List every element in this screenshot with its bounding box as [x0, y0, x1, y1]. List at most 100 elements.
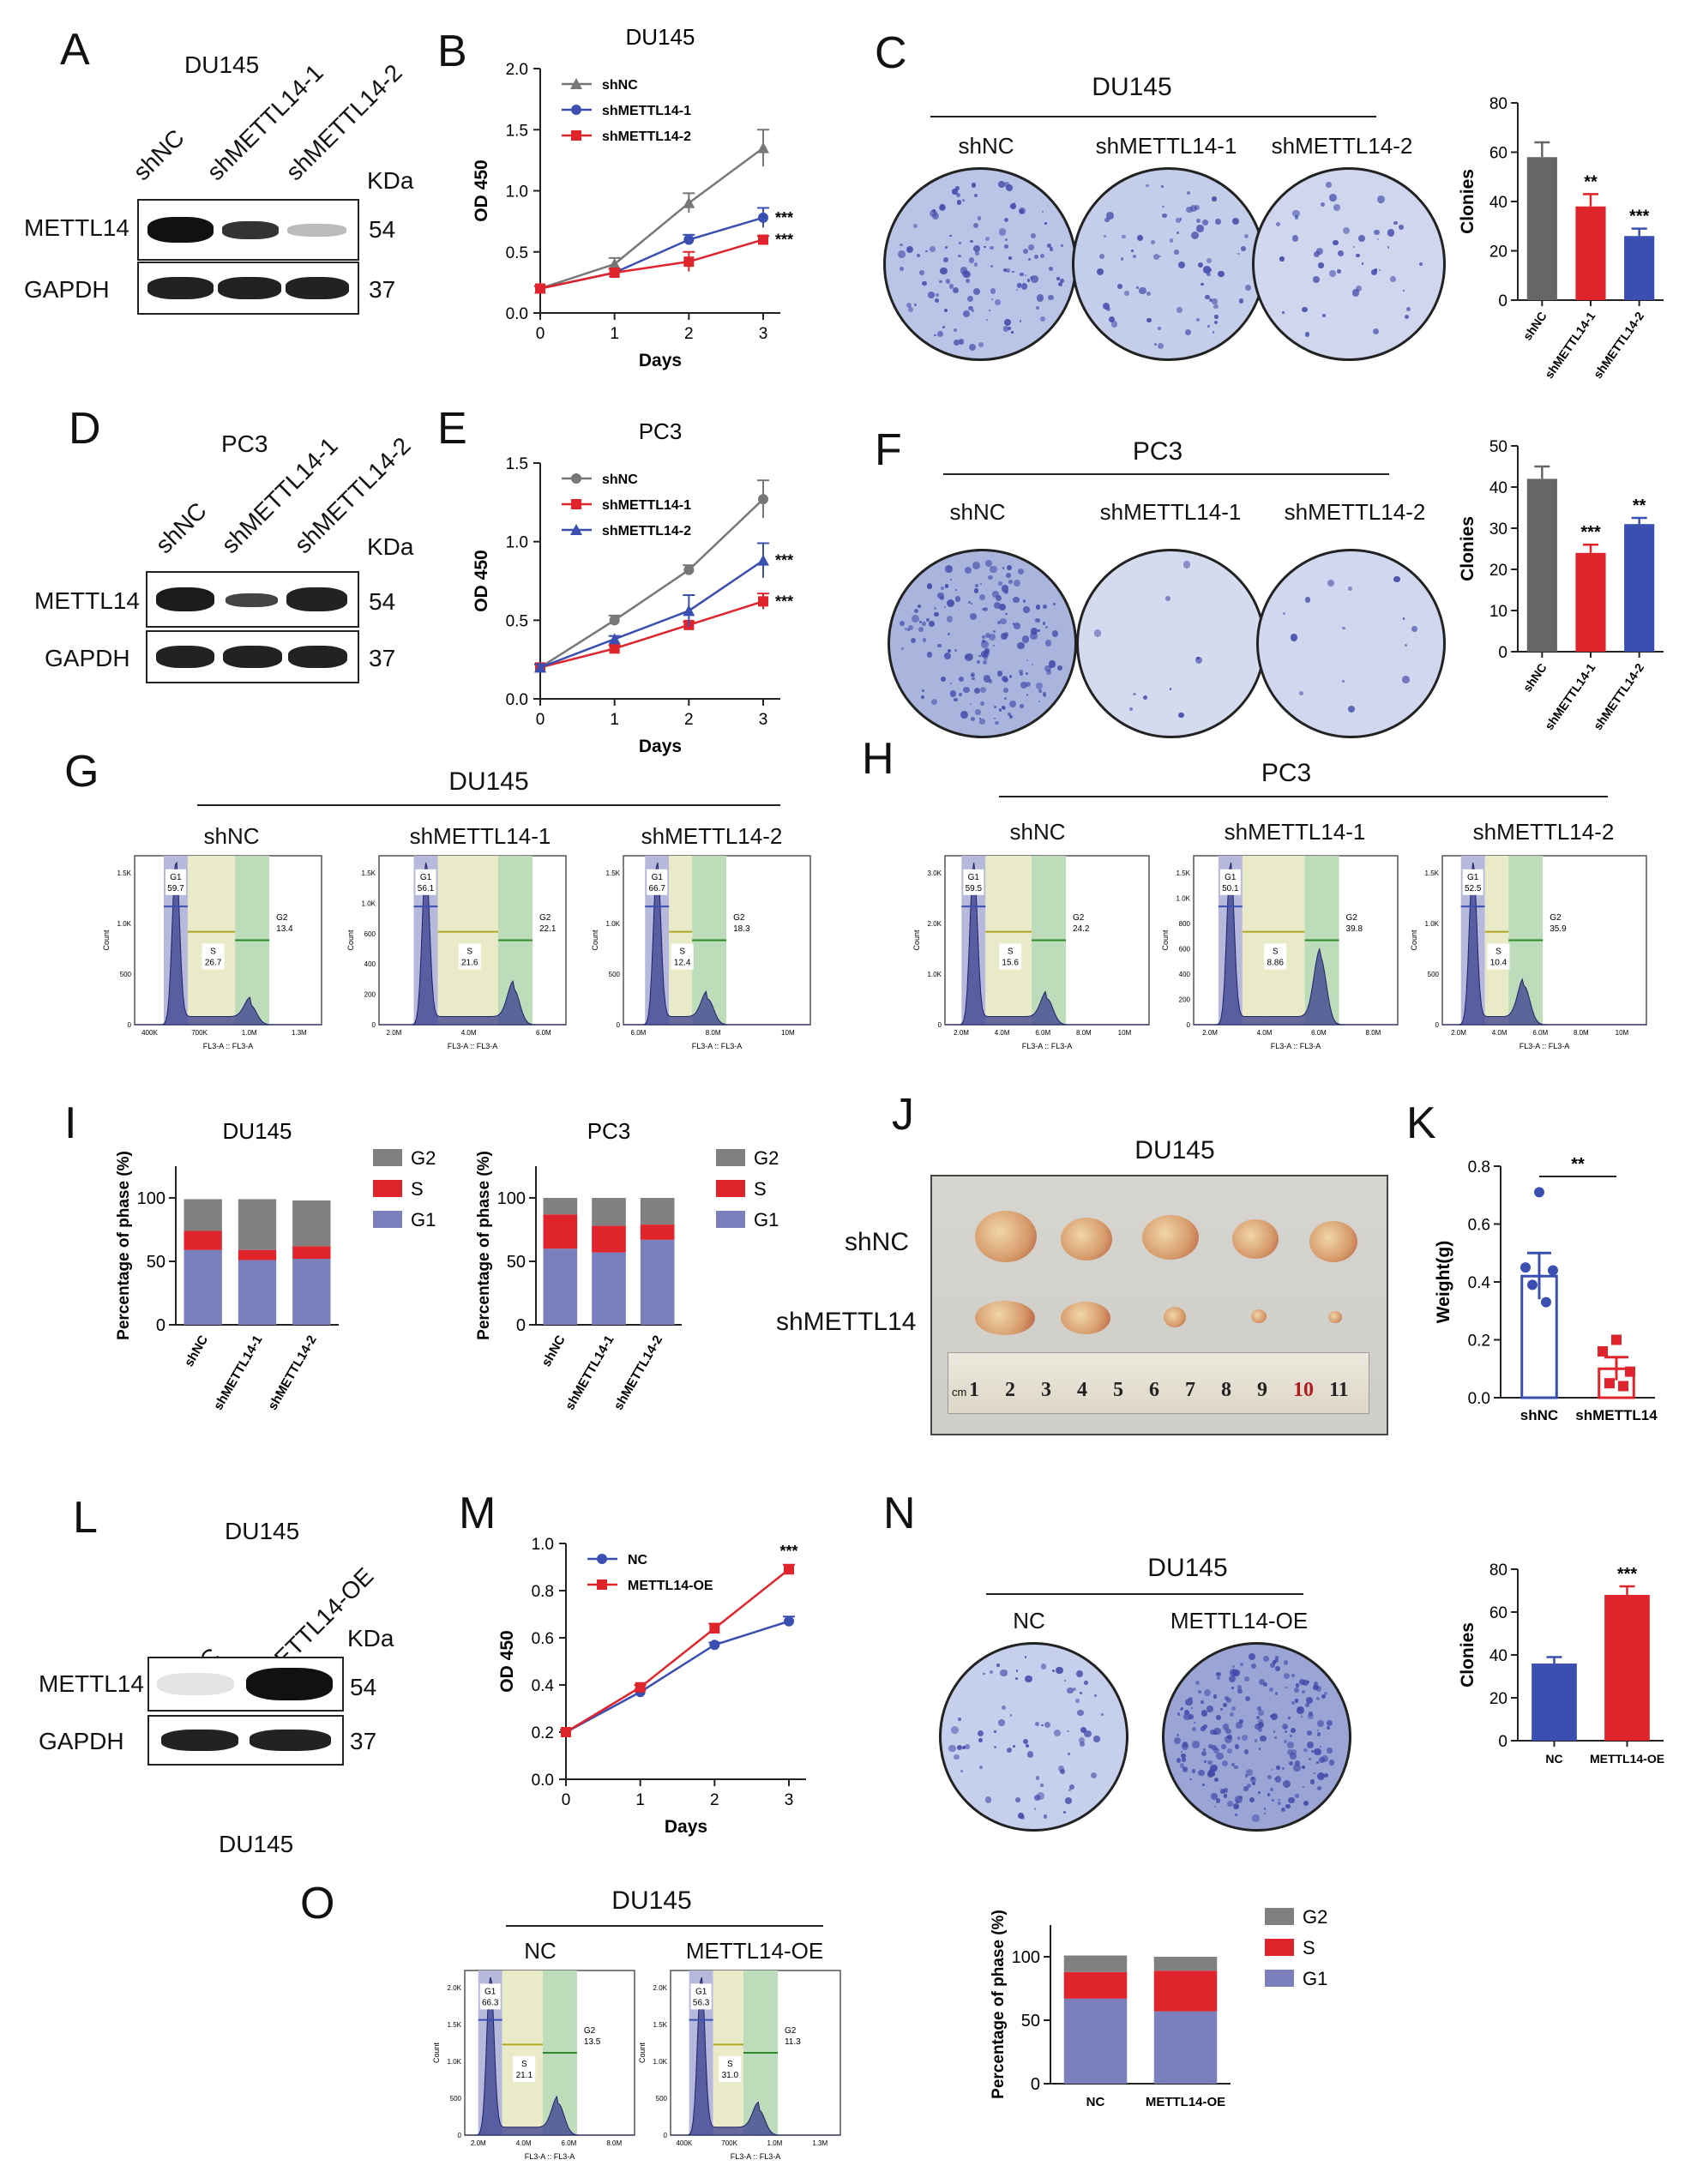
colony-dot: [1207, 1706, 1213, 1712]
colony-dot: [1013, 579, 1020, 587]
colony-dot: [1211, 196, 1217, 202]
colony-dot: [1302, 306, 1308, 313]
colony-dot: [1328, 270, 1336, 277]
y-tick-label: 1.0K: [362, 899, 376, 907]
colony-dot: [1004, 238, 1008, 242]
y-tick-label: 0: [1498, 1733, 1507, 1751]
blot-a-mettl14: [137, 199, 359, 261]
colony-dot: [1231, 1706, 1236, 1712]
s-label: S: [1495, 947, 1501, 956]
g1-value: 59.7: [167, 884, 184, 893]
legend-swatch: [373, 1149, 402, 1166]
legend-label: S: [411, 1178, 424, 1200]
panel-label-g: G: [64, 747, 99, 797]
colony-dot: [1316, 1730, 1319, 1732]
colony-dot: [1058, 1766, 1064, 1772]
bar-chart-c: 0 20 40 60 80 Clonies shNC ** shMETTL14-1 *** shME…: [1458, 95, 1664, 381]
colony-dot: [970, 603, 972, 605]
colony-dot: [1196, 219, 1201, 224]
colony-dot: [969, 702, 972, 705]
colony-dot: [968, 600, 972, 604]
colony-dot: [1031, 663, 1034, 666]
blot-d-mettl14: [146, 571, 359, 628]
colony-dot: [1005, 184, 1014, 192]
colony-dot: [940, 586, 944, 590]
colony-dot: [970, 613, 977, 620]
data-point: [609, 643, 620, 654]
s-gate: [187, 856, 236, 1025]
series-line-1: [539, 600, 764, 669]
y-tick-label: 0.0: [532, 1772, 554, 1790]
colony-c-line: [930, 116, 1376, 117]
colony-dot: [1292, 1763, 1301, 1772]
s-value: 31.0: [722, 2071, 739, 2080]
stack-S-shMETTL14-1: [592, 1225, 626, 1253]
colony-dot: [958, 254, 961, 257]
colony-n-g1: NC: [1013, 1608, 1045, 1633]
colony-dot: [1342, 226, 1350, 234]
colony-dot: [993, 706, 997, 709]
y-tick-label: 50: [1489, 438, 1507, 456]
colony-dot: [1249, 1796, 1255, 1803]
data-point: [1548, 1265, 1558, 1276]
colony-dot: [998, 708, 1002, 712]
y-tick-label: 2.0: [506, 61, 528, 79]
colony-dot: [930, 209, 937, 218]
colony-dot: [1274, 1778, 1277, 1781]
colony-dot: [1044, 221, 1047, 225]
y-tick-label: 0: [372, 1021, 376, 1029]
flow-h-t1: shNC: [1009, 819, 1066, 845]
stack-G1-METTL14-OE: [1153, 2011, 1218, 2084]
colony-dot: [1213, 320, 1218, 324]
colony-dot: [1314, 251, 1321, 258]
colony-dot: [1056, 1666, 1063, 1675]
colony-dot: [1217, 1676, 1221, 1680]
y-tick-label: 1.0K: [606, 920, 621, 928]
colony-dot: [1237, 1688, 1243, 1694]
colony-dot: [1228, 1676, 1236, 1682]
y-tick-label: 0.2: [1468, 1333, 1490, 1351]
colony-dot: [1282, 311, 1285, 314]
colony-dot: [1288, 1796, 1295, 1803]
stack-S-shNC: [184, 1230, 222, 1250]
panel-label-a: A: [60, 25, 90, 75]
colony-dot: [1049, 247, 1054, 251]
x-tick-label: 700K: [191, 1029, 208, 1037]
colony-dot: [1277, 1798, 1280, 1802]
colony-dot: [1184, 1709, 1190, 1715]
g1-value: 50.1: [1222, 884, 1239, 893]
colony-dot: [1044, 640, 1052, 647]
colony-dot: [995, 720, 999, 725]
colony-dot: [1084, 1730, 1092, 1738]
y-tick-label: 0: [938, 1021, 942, 1029]
colony-dot: [1303, 1785, 1305, 1788]
colony-dot: [1146, 317, 1152, 323]
colony-dot: [1215, 1798, 1221, 1803]
legend-label: shNC: [602, 472, 638, 487]
y-tick-label: 0.8: [1468, 1158, 1490, 1176]
colony-dot: [1271, 1799, 1275, 1802]
y-tick-label: 400: [1179, 971, 1191, 978]
y-tick-label: 0: [516, 1316, 526, 1335]
colony-dot: [983, 651, 990, 658]
colony-dot: [1183, 1712, 1191, 1721]
colony-dot: [1004, 182, 1009, 187]
colony-dot: [1248, 1653, 1255, 1661]
colony-dot: [1315, 1697, 1320, 1701]
y-tick-label: 0: [1435, 1021, 1440, 1029]
data-point: [608, 258, 621, 269]
colony-dot: [979, 717, 982, 719]
blot-a-gapdh: [137, 262, 359, 315]
y-tick-label: 100: [497, 1189, 526, 1208]
g1-label-box: [415, 869, 436, 895]
colony-dot: [948, 1744, 956, 1752]
colony-dot: [1223, 1788, 1229, 1794]
s-label: S: [521, 2060, 527, 2069]
colony-dot: [1258, 1748, 1261, 1750]
colony-dot: [998, 181, 1005, 188]
colony-dot: [1035, 1775, 1040, 1780]
g1-value: 59.5: [966, 884, 983, 893]
colony-dot: [926, 652, 933, 658]
x-tick-label: 400K: [141, 1029, 158, 1037]
